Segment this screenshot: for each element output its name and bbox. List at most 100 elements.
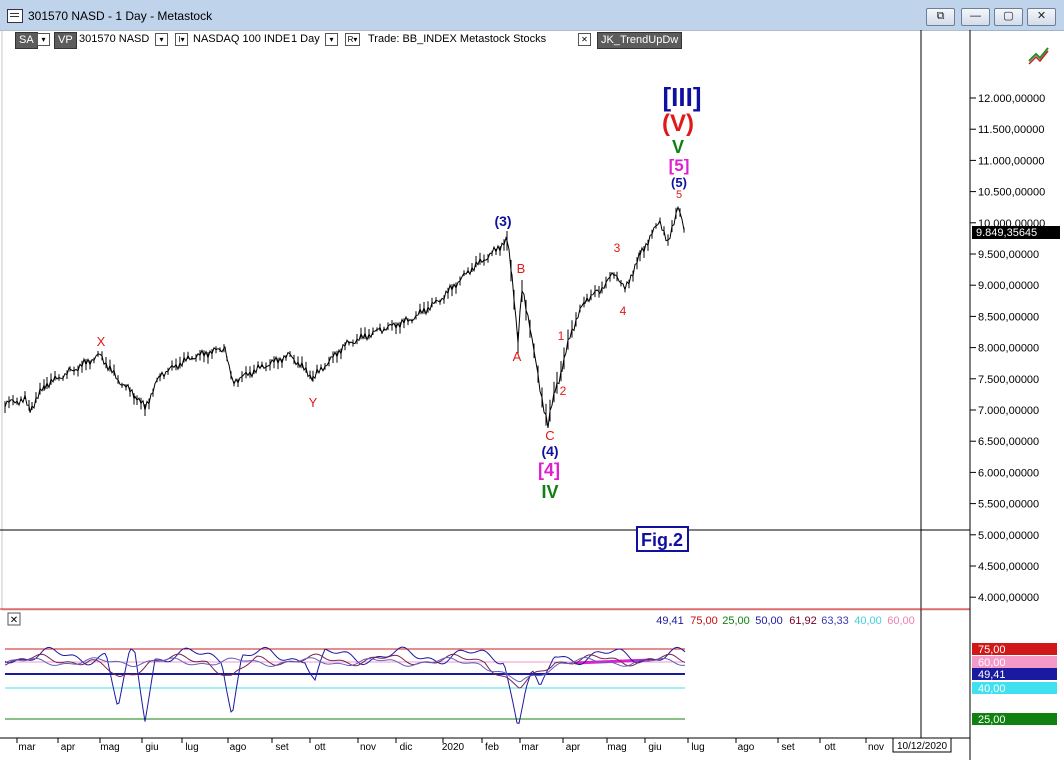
wave-label-2: 2 <box>560 384 567 398</box>
indicator-tag-label: 75,00 <box>978 644 1006 656</box>
indicator-value: 75,00 <box>690 615 718 627</box>
r-flag[interactable]: R▾ <box>345 33 360 46</box>
price-series <box>4 205 685 428</box>
price-bars <box>4 207 685 426</box>
index-name: NASDAQ 100 INDE <box>193 33 291 45</box>
period-label: 1 Day <box>291 33 320 45</box>
chart-canvas[interactable]: [III] (V) V [5] (5) 5 (3) B A X Y 1 2 3 … <box>0 30 1064 776</box>
wave-label-Y: Y <box>309 395 318 410</box>
indicator-value: 50,00 <box>755 615 783 627</box>
price-tick-label: 9.000,00000 <box>978 280 1039 292</box>
wave-label-1: 1 <box>558 329 565 343</box>
chart-tools-icon[interactable] <box>1028 47 1049 65</box>
title-bar: 301570 NASD - 1 Day - Metastock ⧉ — ▢ ✕ <box>0 0 1064 31</box>
price-tick-label: 11.000,00000 <box>978 155 1044 167</box>
time-label: mar <box>18 742 36 753</box>
price-tick-label: 8.000,00000 <box>978 343 1039 355</box>
price-tick-label: 8.500,00000 <box>978 311 1039 323</box>
chart-toolbar: SA ▾ VP 301570 NASD ▾ I▾ NASDAQ 100 INDE… <box>0 31 1064 50</box>
wave-label-3: 3 <box>614 241 621 255</box>
indicator-tag-bg <box>972 713 1057 725</box>
indicator-close-icon[interactable]: ✕ <box>10 615 18 626</box>
current-price-tag <box>972 226 1060 239</box>
price-tick-label: 4.500,00000 <box>978 561 1039 573</box>
cursor-date-box <box>892 737 952 753</box>
fig-label-box <box>636 526 689 552</box>
wave-label-IV: IV <box>541 482 558 502</box>
wave-label-C: C <box>545 428 554 443</box>
price-tick-label: 12.000,00000 <box>978 93 1045 105</box>
price-tick-label: 6.500,00000 <box>978 436 1039 448</box>
price-tick-label: 7.500,00000 <box>978 374 1039 386</box>
time-label: mag <box>607 742 626 753</box>
wave-label-V: V <box>672 137 684 157</box>
indicator-value: 60,00 <box>887 615 915 627</box>
wave-label-B: B <box>517 261 526 276</box>
indicator-tag-label: 49,41 <box>978 669 1006 681</box>
time-label: giu <box>648 742 661 753</box>
time-label: apr <box>566 742 581 753</box>
indicator-tag-bg <box>972 643 1057 655</box>
time-label: apr <box>61 742 76 753</box>
time-label: ott <box>824 742 835 753</box>
wave-label-V-paren: (V) <box>662 110 694 137</box>
wave-label-4-bracket: [4] <box>538 460 560 480</box>
app-icon <box>7 9 23 23</box>
wave-label-5-bracket: [5] <box>669 156 690 175</box>
index-flag[interactable]: I▾ <box>175 33 188 46</box>
indicator-tag-label: 40,00 <box>978 683 1006 695</box>
wave-label-4-paren: (4) <box>541 443 558 459</box>
security-name: 301570 NASD <box>79 33 150 45</box>
indicator-line-slow <box>4 653 686 689</box>
sa-dropdown[interactable]: ▾ <box>37 33 50 46</box>
price-tick-label: 10.500,00000 <box>978 187 1045 199</box>
time-label: nov <box>868 742 884 753</box>
indicator-close-box[interactable] <box>7 612 21 626</box>
indicator-tag-label: 60,00 <box>978 657 1006 669</box>
vp-button[interactable]: VP <box>54 32 77 49</box>
indicator-value: 40,00 <box>854 615 882 627</box>
current-price: 9.849,35645 <box>976 227 1037 239</box>
price-axis-labels: 12.000,00000 11.500,00000 11.000,00000 10.5… <box>978 93 1045 604</box>
period-dropdown[interactable]: ▾ <box>325 33 338 46</box>
time-label: 2020 <box>442 742 465 753</box>
price-tick-label: 6.000,00000 <box>978 467 1039 479</box>
indicator-tag-bg <box>972 682 1057 694</box>
trade-info: Trade: BB_INDEX Metastock Stocks <box>368 33 547 45</box>
time-label: lug <box>185 742 198 753</box>
price-panel-frame <box>1 30 971 611</box>
indicator-line-signal <box>4 656 686 683</box>
price-tick-label: 5.500,00000 <box>978 499 1039 511</box>
indicator-value: 49,41 <box>656 615 684 627</box>
time-axis-labels: mar apr mag giu lug ago set ott nov dic 2020 feb mar… <box>16 738 884 753</box>
time-label: mar <box>521 742 539 753</box>
minimize-button[interactable]: — <box>961 8 990 26</box>
maximize-button[interactable]: ▢ <box>994 8 1023 26</box>
time-label: mag <box>100 742 119 753</box>
price-axis <box>970 97 976 598</box>
cursor-date: 10/12/2020 <box>897 741 947 752</box>
wave-label-III: [III] <box>663 82 702 112</box>
indicator-line-fast <box>4 646 686 724</box>
time-label: ago <box>230 742 247 753</box>
indicator-tag-bg <box>972 668 1057 680</box>
time-label: set <box>781 742 795 753</box>
window-title: 301570 NASD - 1 Day - Metastock <box>28 9 213 23</box>
time-label: set <box>275 742 289 753</box>
wave-label-5: 5 <box>676 189 682 201</box>
expert-advisor-tag[interactable]: JK_TrendUpDw <box>597 32 683 49</box>
time-label: dic <box>400 742 413 753</box>
close-button[interactable]: ✕ <box>1027 8 1056 26</box>
time-label: ott <box>314 742 325 753</box>
time-label: feb <box>485 742 499 753</box>
price-tick-label: 4.000,00000 <box>978 592 1039 604</box>
security-dropdown[interactable]: ▾ <box>155 33 168 46</box>
time-label: giu <box>145 742 158 753</box>
expert-close-icon[interactable]: ✕ <box>578 33 591 46</box>
wave-label-5-paren: (5) <box>671 175 687 190</box>
restore-layout-button[interactable]: ⧉ <box>926 8 955 26</box>
time-label: lug <box>691 742 704 753</box>
fig-label: Fig.2 <box>641 530 683 550</box>
wave-label-3-paren: (3) <box>494 213 511 229</box>
